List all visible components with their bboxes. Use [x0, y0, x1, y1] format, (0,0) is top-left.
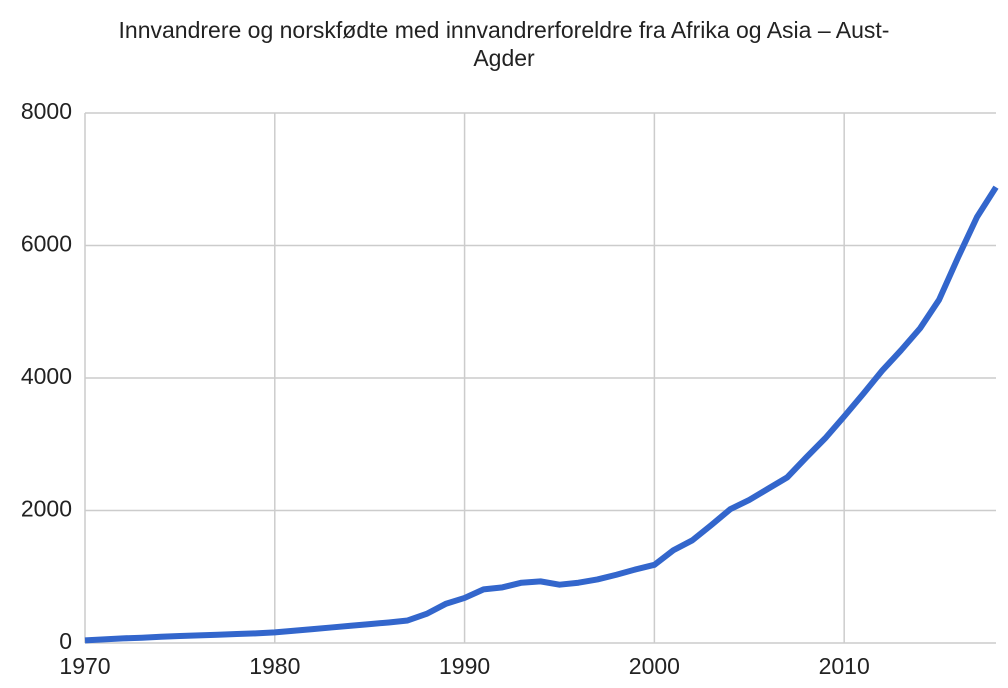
- y-tick-label: 4000: [21, 363, 72, 389]
- x-tick-label: 1990: [439, 653, 490, 679]
- x-tick-label: 2000: [629, 653, 680, 679]
- y-tick-label: 2000: [21, 496, 72, 522]
- x-tick-label: 1980: [249, 653, 300, 679]
- y-tick-label: 6000: [21, 231, 72, 257]
- x-tick-label: 1970: [59, 653, 110, 679]
- x-tick-label: 2010: [819, 653, 870, 679]
- data-line: [84, 185, 999, 644]
- y-tick-label: 8000: [21, 98, 72, 124]
- y-tick-label: 0: [59, 628, 72, 654]
- chart-title: Innvandrere og norskfødte med innvandrer…: [118, 17, 890, 71]
